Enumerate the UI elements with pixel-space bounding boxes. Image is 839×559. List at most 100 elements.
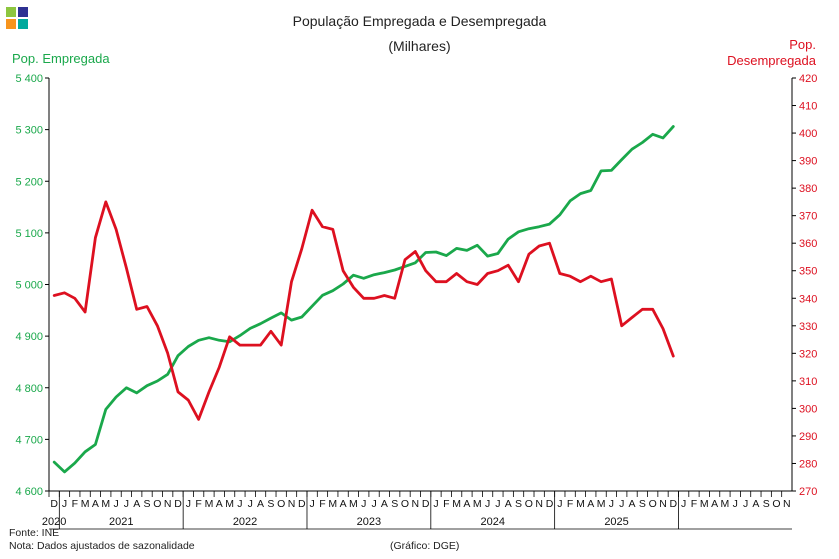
month-tick-label: F bbox=[691, 498, 697, 510]
month-tick-label: S bbox=[639, 498, 646, 510]
month-tick-label: O bbox=[401, 498, 409, 510]
month-tick-label: J bbox=[557, 498, 562, 510]
left-tick-label: 5 200 bbox=[15, 176, 43, 188]
month-tick-label: S bbox=[144, 498, 151, 510]
month-tick-label: D bbox=[50, 498, 58, 510]
month-tick-label: A bbox=[505, 498, 512, 510]
logo-icon bbox=[6, 7, 28, 29]
right-tick-label: 310 bbox=[799, 376, 817, 388]
month-tick-label: J bbox=[485, 498, 490, 510]
right-tick-label: 280 bbox=[799, 458, 817, 470]
left-axis-label: Pop. Empregada bbox=[12, 51, 110, 66]
right-tick-label: 400 bbox=[799, 128, 817, 140]
month-tick-label: M bbox=[721, 498, 730, 510]
left-tick-label: 4 800 bbox=[15, 383, 43, 395]
month-tick-label: A bbox=[257, 498, 264, 510]
right-tick-label: 330 bbox=[799, 321, 817, 333]
month-tick-label: F bbox=[567, 498, 573, 510]
year-tick-label: 2023 bbox=[357, 516, 381, 528]
chart-title: População Empregada e Desempregada bbox=[292, 13, 547, 29]
month-tick-label: J bbox=[619, 498, 624, 510]
month-tick-label: D bbox=[298, 498, 306, 510]
month-tick-label: M bbox=[328, 498, 337, 510]
month-tick-label: J bbox=[310, 498, 315, 510]
month-tick-label: F bbox=[443, 498, 449, 510]
month-tick-label: J bbox=[237, 498, 242, 510]
month-tick-label: M bbox=[81, 498, 90, 510]
month-tick-label: O bbox=[525, 498, 533, 510]
month-tick-label: S bbox=[763, 498, 770, 510]
month-tick-label: M bbox=[576, 498, 585, 510]
year-tick-label: 2020 bbox=[42, 516, 66, 528]
month-tick-label: A bbox=[752, 498, 759, 510]
month-tick-label: D bbox=[546, 498, 554, 510]
month-tick-label: F bbox=[195, 498, 201, 510]
month-tick-label: A bbox=[381, 498, 388, 510]
right-tick-label: 360 bbox=[799, 238, 817, 250]
year-tick-label: 2022 bbox=[233, 516, 257, 528]
month-tick-label: O bbox=[277, 498, 285, 510]
month-tick-label: M bbox=[349, 498, 358, 510]
month-tick-label: J bbox=[113, 498, 118, 510]
month-tick-label: D bbox=[174, 498, 182, 510]
series-line-unemployed bbox=[52, 200, 675, 421]
left-tick-label: 5 300 bbox=[15, 125, 43, 137]
chart-subtitle: (Milhares) bbox=[388, 38, 451, 54]
month-tick-label: D bbox=[670, 498, 678, 510]
left-tick-label: 4 600 bbox=[15, 486, 43, 498]
month-tick-label: F bbox=[319, 498, 325, 510]
month-tick-label: N bbox=[535, 498, 543, 510]
month-tick-label: M bbox=[597, 498, 606, 510]
month-tick-label: O bbox=[153, 498, 161, 510]
right-tick-label: 350 bbox=[799, 266, 817, 278]
month-tick-label: S bbox=[515, 498, 522, 510]
right-tick-label: 300 bbox=[799, 403, 817, 415]
month-tick-label: J bbox=[495, 498, 500, 510]
left-tick-label: 4 700 bbox=[15, 434, 43, 446]
right-tick-label: 320 bbox=[799, 348, 817, 360]
month-tick-label: M bbox=[700, 498, 709, 510]
right-tick-label: 370 bbox=[799, 211, 817, 223]
right-tick-label: 420 bbox=[799, 73, 817, 85]
right-tick-label: 390 bbox=[799, 156, 817, 168]
month-tick-label: M bbox=[101, 498, 110, 510]
left-tick-label: 5 000 bbox=[15, 280, 43, 292]
month-tick-label: J bbox=[433, 498, 438, 510]
month-tick-label: J bbox=[371, 498, 376, 510]
month-tick-label: J bbox=[124, 498, 129, 510]
month-tick-label: J bbox=[733, 498, 738, 510]
month-tick-label: A bbox=[629, 498, 636, 510]
month-tick-label: O bbox=[772, 498, 780, 510]
month-tick-label: A bbox=[463, 498, 470, 510]
year-tick-label: 2024 bbox=[480, 516, 504, 528]
month-tick-label: A bbox=[711, 498, 718, 510]
month-tick-label: J bbox=[62, 498, 67, 510]
right-tick-label: 340 bbox=[799, 293, 817, 305]
month-tick-label: M bbox=[452, 498, 461, 510]
month-tick-label: M bbox=[225, 498, 234, 510]
month-tick-label: N bbox=[164, 498, 172, 510]
source-note: Fonte: INE bbox=[9, 527, 60, 539]
month-tick-label: A bbox=[216, 498, 223, 510]
month-tick-label: M bbox=[205, 498, 214, 510]
right-tick-label: 270 bbox=[799, 486, 817, 498]
right-axis-label: Pop. bbox=[789, 37, 816, 52]
month-tick-label: N bbox=[412, 498, 420, 510]
month-tick-label: M bbox=[473, 498, 482, 510]
month-tick-label: O bbox=[649, 498, 657, 510]
right-tick-label: 410 bbox=[799, 101, 817, 113]
adjustment-note: Nota: Dados ajustados de sazonalidade bbox=[9, 540, 195, 552]
year-tick-label: 2025 bbox=[604, 516, 628, 528]
left-tick-label: 5 100 bbox=[15, 228, 43, 240]
month-tick-label: N bbox=[659, 498, 667, 510]
month-tick-label: N bbox=[288, 498, 296, 510]
month-tick-label: A bbox=[587, 498, 594, 510]
right-tick-label: 290 bbox=[799, 431, 817, 443]
month-tick-label: D bbox=[422, 498, 430, 510]
year-tick-label: 2021 bbox=[109, 516, 133, 528]
month-tick-label: J bbox=[743, 498, 748, 510]
month-tick-label: A bbox=[92, 498, 99, 510]
month-tick-label: A bbox=[133, 498, 140, 510]
month-tick-label: J bbox=[361, 498, 366, 510]
